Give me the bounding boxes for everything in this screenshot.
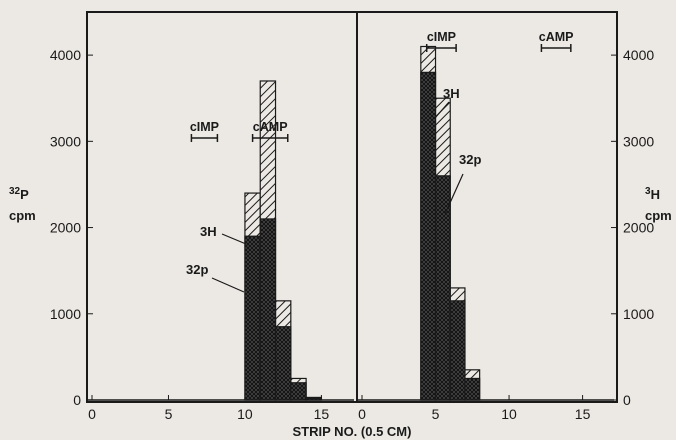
y-tick-label: 0 bbox=[73, 392, 81, 408]
bar-32p bbox=[259, 218, 277, 401]
x-tick-label: 0 bbox=[88, 406, 96, 422]
bar-32p bbox=[305, 397, 323, 401]
marker-label: cAMP bbox=[253, 120, 288, 134]
bar-32p bbox=[244, 235, 261, 401]
annotation-32p: 32p bbox=[459, 152, 481, 167]
annotation-leader bbox=[211, 277, 245, 293]
x-tick-label: 5 bbox=[432, 406, 440, 422]
right-ylabel: 3H bbox=[645, 186, 660, 203]
bar-32p bbox=[449, 300, 466, 401]
bar-32p bbox=[464, 377, 481, 401]
right-panel: 0 5 10 15 0 1000 2000 3000 4000 cIMP cAMP 3H 32p bbox=[358, 30, 654, 422]
x-tick-label: 0 bbox=[358, 406, 366, 422]
y-tick-label: 3000 bbox=[623, 133, 654, 149]
x-tick-label: 5 bbox=[165, 406, 173, 422]
annotation-3h: 3H bbox=[200, 224, 217, 239]
marker-label: cAMP bbox=[539, 30, 574, 44]
bar-32p bbox=[420, 71, 437, 401]
x-tick-label: 10 bbox=[237, 406, 253, 422]
y-tick-label: 1000 bbox=[50, 306, 81, 322]
y-tick-label: 1000 bbox=[623, 306, 654, 322]
x-tick-label: 15 bbox=[314, 406, 330, 422]
x-tick-label: 10 bbox=[501, 406, 517, 422]
right-ylabel-unit: cpm bbox=[645, 208, 672, 223]
marker-label: cIMP bbox=[427, 30, 456, 44]
annotation-32p: 32p bbox=[186, 262, 208, 277]
left-ylabel: 32P bbox=[9, 186, 29, 203]
plot-frame bbox=[86, 11, 618, 403]
annotation-leader bbox=[221, 233, 247, 245]
left-panel: 0 5 10 15 0 1000 2000 3000 4000 cIMP cAMP 3H 32p bbox=[50, 47, 354, 422]
y-tick-label: 4000 bbox=[50, 47, 81, 63]
bar-32p bbox=[274, 326, 292, 401]
left-ylabel-unit: cpm bbox=[9, 208, 36, 223]
marker-label: cIMP bbox=[190, 120, 219, 134]
y-tick-label: 2000 bbox=[50, 220, 81, 236]
bar-32p bbox=[290, 382, 307, 401]
y-tick-label: 3000 bbox=[50, 133, 81, 149]
bar-32p bbox=[434, 175, 451, 401]
x-tick-label: 15 bbox=[575, 406, 591, 422]
annotation-leader bbox=[444, 173, 464, 215]
y-tick-label: 0 bbox=[623, 392, 631, 408]
annotation-leader bbox=[434, 101, 450, 119]
y-tick-label: 2000 bbox=[623, 220, 654, 236]
annotation-3h: 3H bbox=[443, 86, 460, 101]
x-axis-label: STRIP NO. (0.5 CM) bbox=[293, 424, 412, 439]
y-tick-label: 4000 bbox=[623, 47, 654, 63]
